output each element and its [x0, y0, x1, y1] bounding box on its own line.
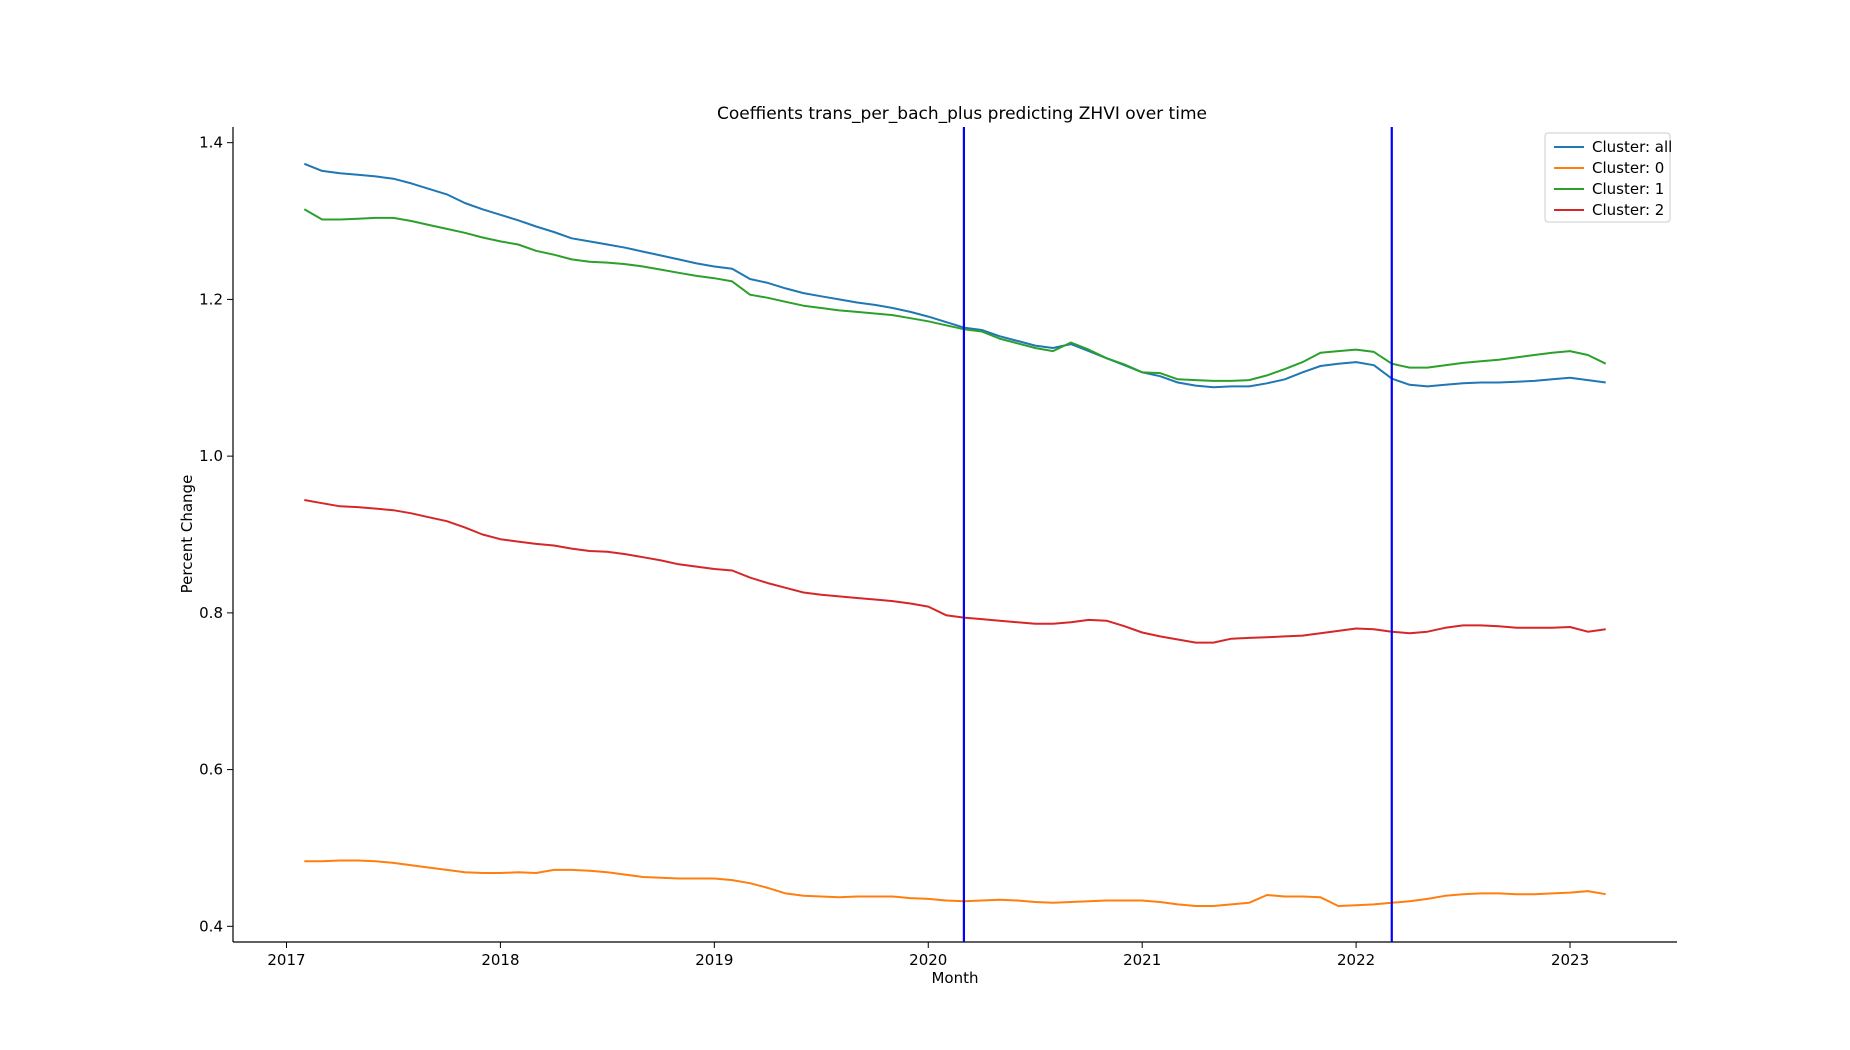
- y-tick-label: 1.4: [199, 134, 223, 152]
- series-line-2: [303, 208, 1607, 382]
- legend-label: Cluster: all: [1592, 138, 1672, 156]
- legend: Cluster: all Cluster: 0 Cluster: 1 Cluster:…: [1544, 132, 1672, 223]
- legend-label: Cluster: 1: [1592, 180, 1664, 198]
- chart-title: Coeffients trans_per_bach_plus predictin…: [717, 104, 1207, 124]
- y-ticks: 0.4 0.6 0.8 1.0 1.2 1.4: [199, 134, 233, 935]
- x-tick-label: 2019: [695, 951, 733, 969]
- x-tick-label: 2017: [267, 951, 305, 969]
- y-tick-label: 0.6: [199, 761, 223, 779]
- x-tick-label: 2020: [909, 951, 947, 969]
- y-tick-label: 1.0: [199, 447, 223, 465]
- x-tick-label: 2021: [1123, 951, 1161, 969]
- x-tick-label: 2018: [481, 951, 519, 969]
- y-tick-label: 0.4: [199, 917, 223, 935]
- x-tick-label: 2022: [1337, 951, 1375, 969]
- legend-label: Cluster: 2: [1592, 201, 1664, 219]
- legend-label: Cluster: 0: [1592, 159, 1664, 177]
- plot-area: 2017 2018 2019 2020 2021 2022 2023 0.4 0.6 0.8 1.…: [199, 127, 1677, 969]
- y-tick-label: 1.2: [199, 290, 223, 308]
- vertical-lines: [962, 127, 1393, 942]
- x-tick-label: 2023: [1551, 951, 1589, 969]
- series-line-0: [303, 162, 1606, 389]
- x-ticks: 2017 2018 2019 2020 2021 2022 2023: [267, 942, 1589, 969]
- y-axis-label: Percent Change: [178, 475, 196, 594]
- legend-box: [1544, 132, 1671, 223]
- series-line-1: [304, 859, 1606, 907]
- series-line-3: [304, 499, 1606, 644]
- y-tick-label: 0.8: [199, 604, 223, 622]
- x-axis-label: Month: [931, 969, 978, 987]
- series-layer: [303, 162, 1607, 907]
